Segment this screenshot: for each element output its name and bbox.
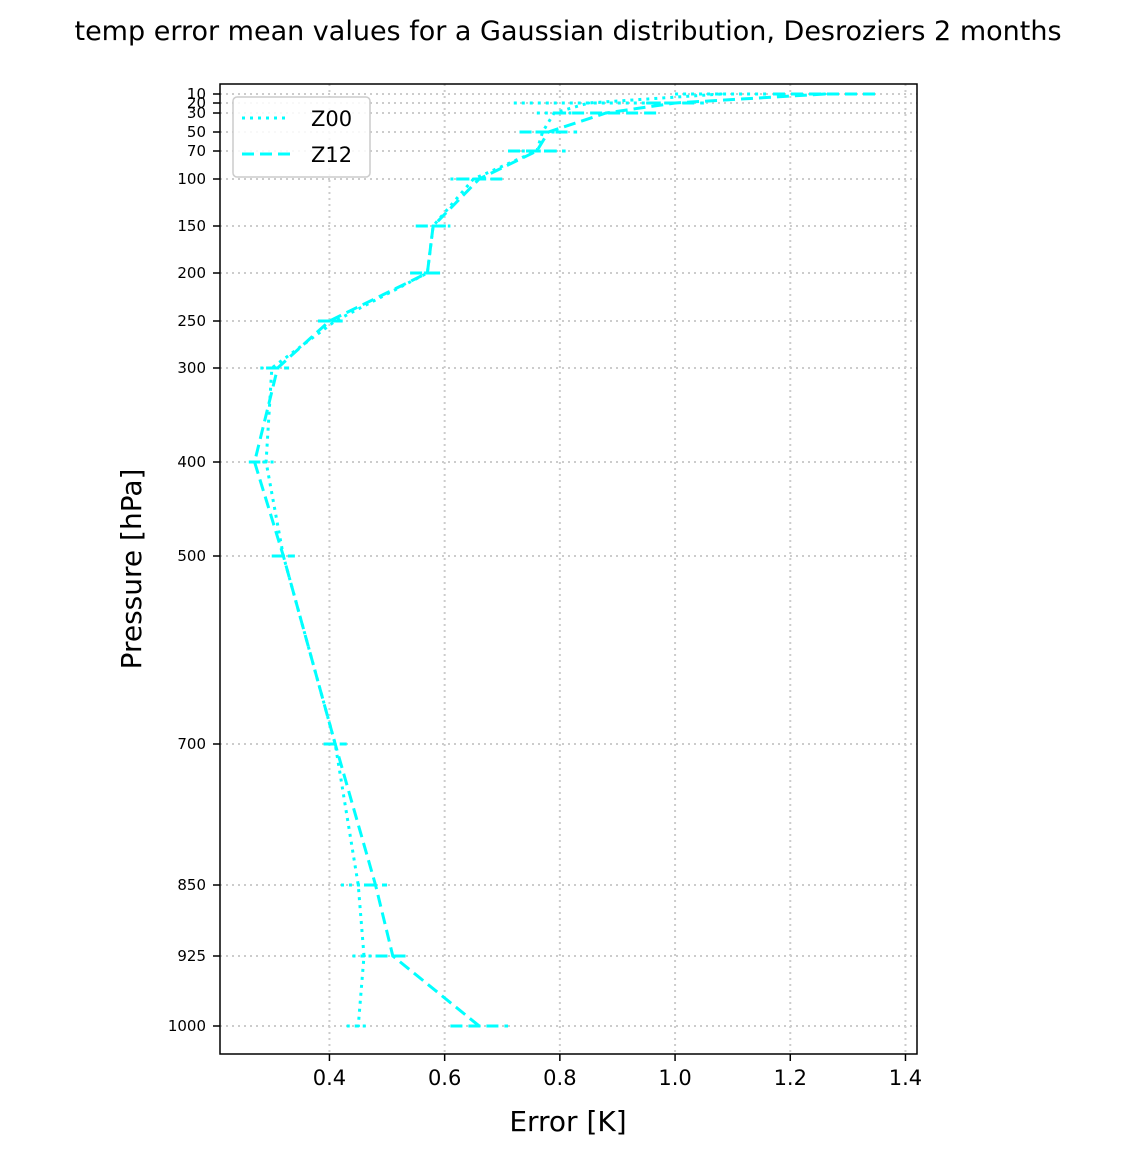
data-point-z12 [276,366,280,370]
x-axis: 0.4 0.6 0.8 1.0 1.2 1.4 [313,1054,922,1090]
x-axis-label: Error [K] [509,1105,626,1138]
data-point-z12 [281,554,285,558]
y-tick-label: 150 [177,217,206,235]
data-point-z12 [477,1024,481,1028]
y-tick-label: 100 [177,170,206,188]
legend-label-z12: Z12 [311,143,352,167]
legend: Z00 Z12 [232,96,371,178]
y-tick-label: 70 [187,142,206,160]
series-line-z12 [253,92,825,1028]
y-tick-label: 1000 [168,1017,206,1035]
y-tick-label: 400 [177,453,206,471]
series-line-z00 [264,92,722,1027]
data-point-z12 [425,271,429,275]
y-tick-label: 250 [177,312,206,330]
y-tick-label: 500 [177,547,206,565]
y-tick-label: 700 [177,735,206,753]
y-tick-label: 30 [187,104,206,122]
x-tick-label: 1.2 [774,1066,807,1090]
x-tick-label: 1.0 [658,1066,691,1090]
y-tick-label: 925 [177,947,206,965]
data-point-z12 [823,92,827,96]
y-tick-label: 20 [187,94,206,112]
data-point-z12 [391,954,395,958]
x-tick-label: 0.8 [543,1066,576,1090]
data-point-z00 [362,954,366,958]
data-point-z12 [673,101,677,105]
data-point-z00 [719,92,723,96]
data-point-z12 [333,742,337,746]
data-point-z12 [477,177,481,181]
y-axis-label: Pressure [hPa] [115,469,148,670]
y-tick-label: 10 [187,85,206,103]
data-point-z12 [327,319,331,323]
x-tick-label: 0.6 [428,1066,461,1090]
data-point-z00 [587,101,591,105]
data-point-z12 [374,883,378,887]
y-tick-label: 300 [177,359,206,377]
data-point-z12 [535,149,539,153]
data-point-z00 [264,460,268,464]
data-point-z00 [356,883,360,887]
x-tick-label: 0.4 [313,1066,346,1090]
data-point-z12 [546,130,550,134]
chart-title: temp error mean values for a Gaussian di… [74,16,1061,47]
data-point-z12 [431,224,435,228]
grid-lines [220,84,917,1054]
legend-label-z00: Z00 [311,107,352,131]
series-layer [248,92,877,1028]
plot-frame [219,83,918,1055]
y-tick-label: 200 [177,264,206,282]
x-tick-label: 1.4 [889,1066,922,1090]
y-tick-label: 850 [177,876,206,894]
y-tick-label: 50 [187,123,206,141]
data-point-z12 [253,460,257,464]
data-point-z00 [356,1024,360,1028]
data-point-z12 [604,111,608,115]
